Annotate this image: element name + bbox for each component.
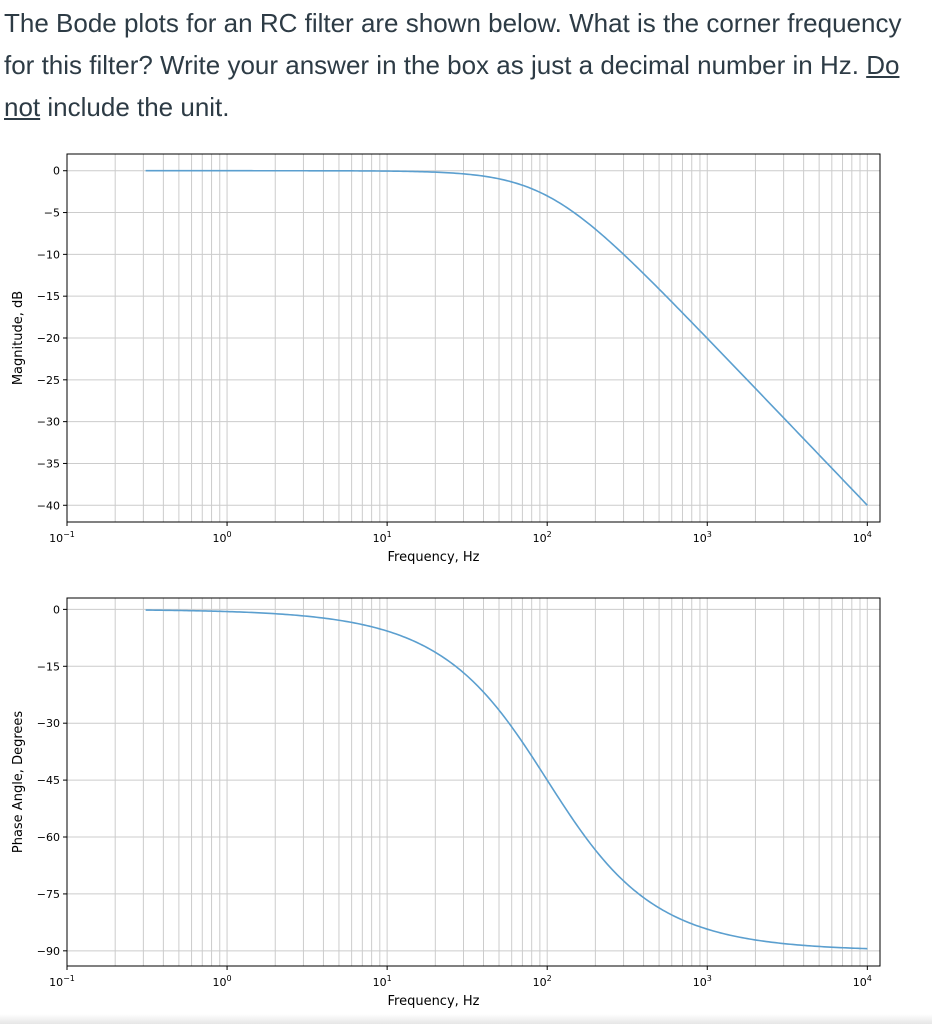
magnitude-ytick-label: −15 — [37, 290, 60, 303]
magnitude-series-line-0 — [145, 169, 868, 506]
phase-ylabel: Phase Angle, Degrees — [11, 711, 26, 854]
magnitude-ylabel: Magnitude, dB — [11, 291, 26, 385]
phase-xtick-label: 100 — [213, 974, 232, 989]
phase-xtick-label: 102 — [533, 974, 552, 989]
bottom-fade — [0, 1014, 932, 1024]
magnitude-ytick-label: −35 — [37, 457, 60, 470]
phase-xtick-label: 104 — [853, 974, 872, 989]
magnitude-xtick-label: 104 — [853, 530, 872, 545]
magnitude-xtick-label: 100 — [213, 530, 232, 545]
question-text: The Bode plots for an RC filter are show… — [4, 2, 924, 128]
phase-ytick-label: −30 — [37, 717, 60, 730]
magnitude-ytick-label: −20 — [37, 332, 60, 345]
question-emphasis: Do not — [4, 50, 900, 122]
magnitude-plot: 10−1 100 101 102 103 104 0 −5 −10 −15 −20 −25 −30 −35… — [11, 153, 881, 565]
question-part2: include the unit. — [40, 92, 230, 122]
magnitude-ytick-label: −25 — [37, 374, 60, 387]
question-part1: The Bode plots for an RC filter are show… — [4, 8, 902, 80]
phase-xtick-label: 103 — [693, 974, 712, 989]
phase-xlabel: Frequency, Hz — [387, 994, 479, 1009]
phase-xtick-label: 101 — [373, 974, 392, 989]
magnitude-xtick-label: 10−1 — [49, 530, 75, 545]
phase-ytick-label: −60 — [37, 831, 60, 844]
phase-plot: 10−1 100 101 102 103 104 0 −15 −30 −45 −60 −75 −90 Fr… — [11, 597, 881, 1009]
magnitude-ytick-label: −30 — [37, 416, 60, 429]
magnitude-ytick-label: 0 — [53, 165, 60, 178]
phase-ytick-label: −90 — [37, 945, 60, 958]
magnitude-xtick-label: 101 — [373, 530, 392, 545]
magnitude-xtick-label: 102 — [533, 530, 552, 545]
magnitude-ytick-label: −40 — [37, 499, 60, 512]
phase-xtick-label: 10−1 — [49, 974, 75, 989]
magnitude-xlabel: Frequency, Hz — [387, 550, 479, 565]
magnitude-xtick-label: 103 — [693, 530, 712, 545]
magnitude-ytick-label: −5 — [44, 207, 60, 220]
phase-ytick-label: −45 — [37, 774, 60, 787]
magnitude-ytick-label: −10 — [37, 248, 60, 261]
phase-series-line-0 — [145, 609, 868, 950]
phase-ytick-label: 0 — [53, 603, 60, 616]
phase-axes-frame — [66, 597, 881, 967]
phase-ytick-label: −75 — [37, 888, 60, 901]
phase-ytick-label: −15 — [37, 660, 60, 673]
